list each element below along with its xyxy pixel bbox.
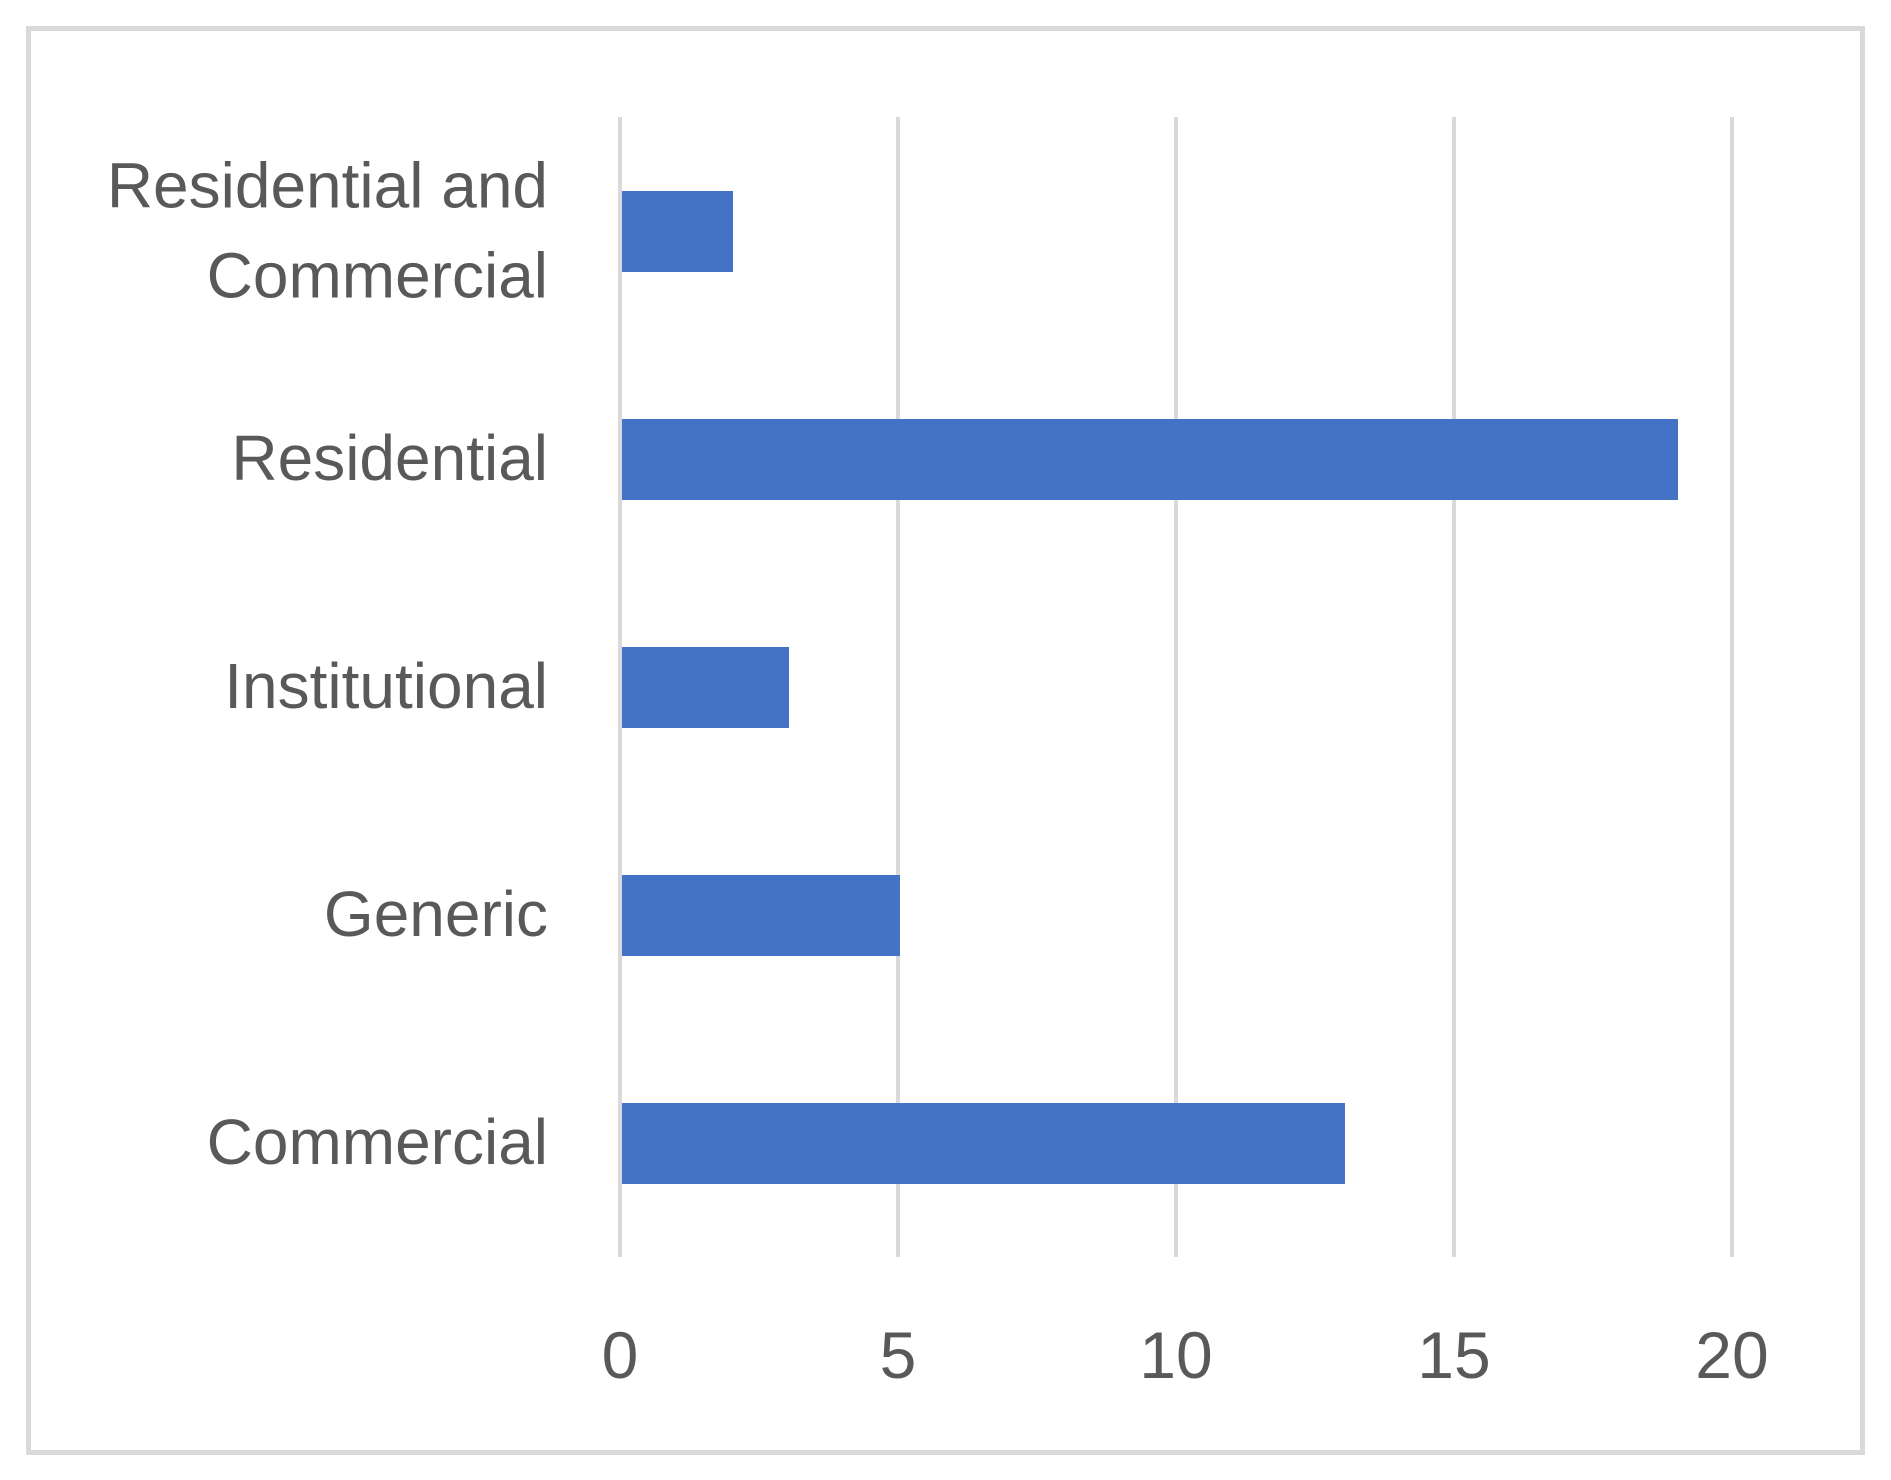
category-label-residential-and-commercial: Residential and Commercial <box>106 149 548 311</box>
gridline-5 <box>896 117 900 1257</box>
gridline-0 <box>618 117 622 1257</box>
category-label-institutional: Institutional <box>224 650 548 723</box>
bar-institutional <box>622 646 789 728</box>
bar-residential-and-commercial <box>622 190 734 272</box>
gridline-20 <box>1730 117 1734 1257</box>
gridline-10 <box>1174 117 1178 1257</box>
x-axis-tick-label: 10 <box>1139 1318 1213 1392</box>
chart-frame <box>26 26 1865 1455</box>
x-axis-tick-label: 5 <box>879 1318 917 1392</box>
gridline-15 <box>1452 117 1456 1257</box>
bar-generic <box>622 874 900 956</box>
category-label-commercial: Commercial <box>206 1106 548 1179</box>
plot-area <box>618 117 1734 1257</box>
category-label-residential: Residential <box>231 422 548 495</box>
value-axis: 0 5 10 15 20 <box>602 1316 1769 1406</box>
bar-commercial <box>622 1102 1345 1184</box>
x-axis-tick-label: 15 <box>1417 1318 1491 1392</box>
bar-residential <box>622 418 1679 500</box>
x-axis-tick-label: 0 <box>601 1318 639 1392</box>
category-axis-labels: Residential and Commercial Residential Ins… <box>36 117 548 1257</box>
x-axis-tick-label: 20 <box>1695 1318 1769 1392</box>
category-label-generic: Generic <box>323 878 548 951</box>
